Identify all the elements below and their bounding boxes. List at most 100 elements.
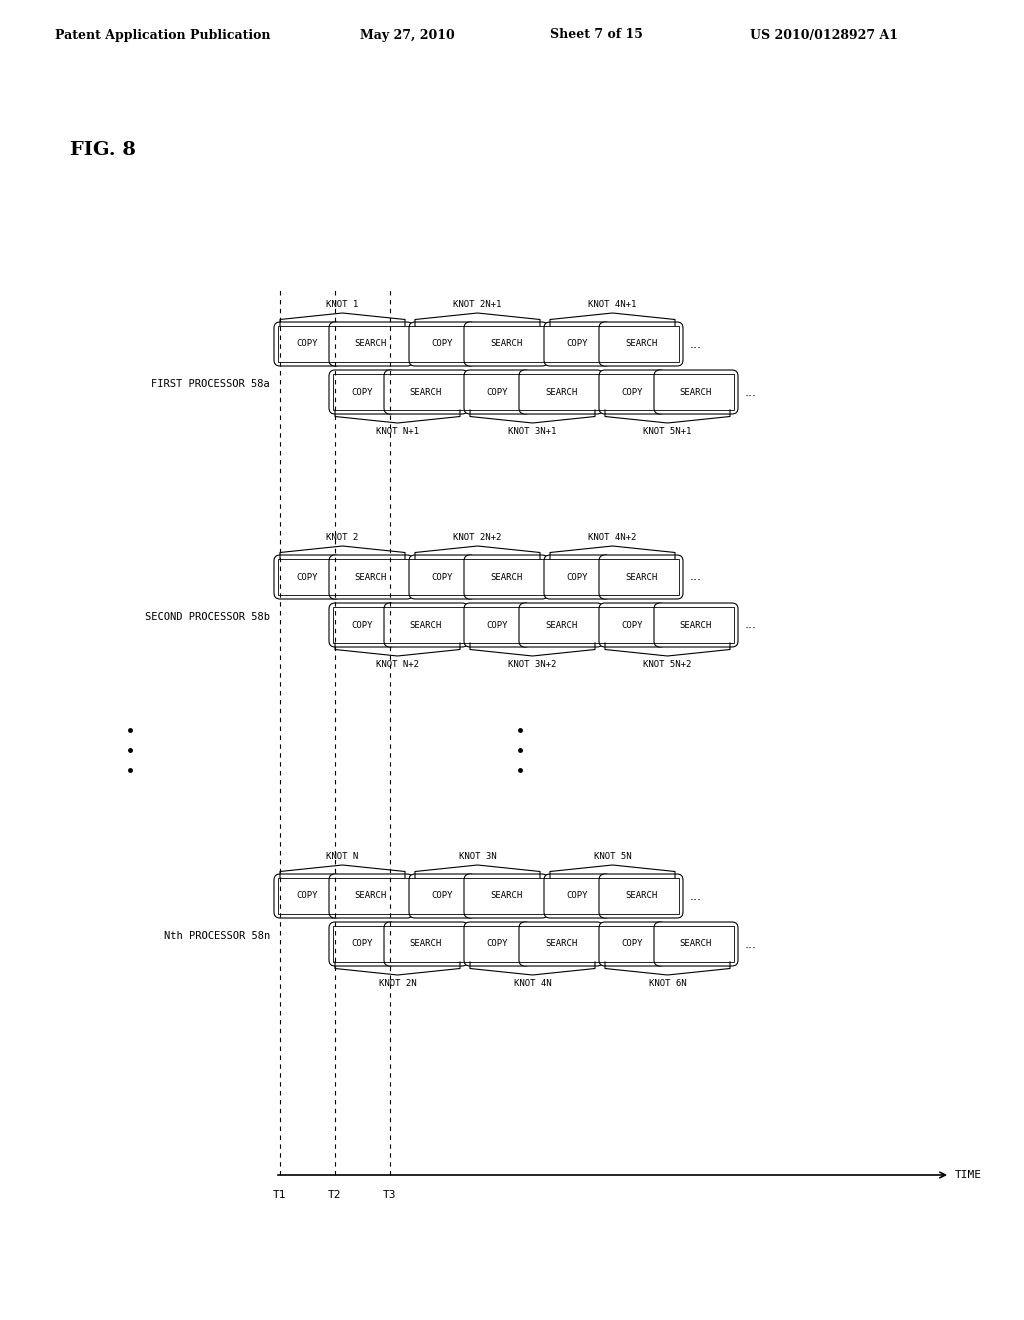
Text: KNOT 4N+1: KNOT 4N+1	[589, 300, 637, 309]
Text: SEARCH: SEARCH	[410, 940, 442, 949]
FancyBboxPatch shape	[464, 322, 548, 366]
Text: KNOT 4N: KNOT 4N	[514, 979, 551, 987]
FancyBboxPatch shape	[274, 874, 341, 917]
Text: SEARCH: SEARCH	[680, 620, 712, 630]
Text: KNOT N: KNOT N	[327, 851, 358, 861]
Text: COPY: COPY	[622, 388, 643, 396]
Text: SEARCH: SEARCH	[355, 339, 387, 348]
Text: SEARCH: SEARCH	[489, 891, 522, 900]
Text: SEARCH: SEARCH	[680, 388, 712, 396]
Text: T3: T3	[383, 1191, 396, 1200]
FancyBboxPatch shape	[409, 554, 476, 599]
Text: T2: T2	[329, 1191, 342, 1200]
Text: COPY: COPY	[432, 573, 454, 582]
Text: SEARCH: SEARCH	[410, 620, 442, 630]
Text: COPY: COPY	[486, 620, 508, 630]
Text: Sheet 7 of 15: Sheet 7 of 15	[550, 29, 643, 41]
FancyBboxPatch shape	[329, 322, 413, 366]
FancyBboxPatch shape	[274, 322, 341, 366]
FancyBboxPatch shape	[329, 921, 396, 966]
Text: KNOT 4N+2: KNOT 4N+2	[589, 533, 637, 543]
Text: KNOT 2N+2: KNOT 2N+2	[454, 533, 502, 543]
Text: COPY: COPY	[622, 940, 643, 949]
FancyBboxPatch shape	[329, 603, 396, 647]
FancyBboxPatch shape	[519, 921, 603, 966]
FancyBboxPatch shape	[329, 370, 396, 414]
Text: COPY: COPY	[566, 573, 588, 582]
Text: SEARCH: SEARCH	[545, 940, 578, 949]
FancyBboxPatch shape	[384, 921, 468, 966]
Text: COPY: COPY	[566, 891, 588, 900]
Text: COPY: COPY	[297, 891, 318, 900]
Text: SEARCH: SEARCH	[625, 339, 657, 348]
FancyBboxPatch shape	[599, 921, 666, 966]
Text: COPY: COPY	[486, 940, 508, 949]
Text: T1: T1	[273, 1191, 287, 1200]
Text: COPY: COPY	[432, 339, 454, 348]
Text: KNOT N+1: KNOT N+1	[376, 426, 419, 436]
FancyBboxPatch shape	[654, 370, 738, 414]
Text: COPY: COPY	[297, 573, 318, 582]
Text: ...: ...	[690, 570, 702, 583]
Text: COPY: COPY	[297, 339, 318, 348]
FancyBboxPatch shape	[519, 603, 603, 647]
FancyBboxPatch shape	[274, 554, 341, 599]
FancyBboxPatch shape	[409, 322, 476, 366]
Text: COPY: COPY	[432, 891, 454, 900]
Text: COPY: COPY	[352, 620, 374, 630]
Text: ...: ...	[745, 937, 757, 950]
FancyBboxPatch shape	[329, 874, 413, 917]
Text: KNOT 2N+1: KNOT 2N+1	[454, 300, 502, 309]
FancyBboxPatch shape	[599, 603, 666, 647]
FancyBboxPatch shape	[544, 554, 611, 599]
Text: SEARCH: SEARCH	[625, 573, 657, 582]
Text: KNOT 5N: KNOT 5N	[594, 851, 632, 861]
Text: FIG. 8: FIG. 8	[70, 141, 136, 158]
Text: KNOT 5N+2: KNOT 5N+2	[643, 660, 691, 669]
FancyBboxPatch shape	[544, 322, 611, 366]
Text: KNOT 3N+2: KNOT 3N+2	[508, 660, 557, 669]
Text: COPY: COPY	[622, 620, 643, 630]
Text: SEARCH: SEARCH	[489, 573, 522, 582]
FancyBboxPatch shape	[599, 554, 683, 599]
FancyBboxPatch shape	[519, 370, 603, 414]
Text: COPY: COPY	[566, 339, 588, 348]
Text: COPY: COPY	[486, 388, 508, 396]
Text: SEARCH: SEARCH	[545, 620, 578, 630]
FancyBboxPatch shape	[654, 921, 738, 966]
Text: SEARCH: SEARCH	[545, 388, 578, 396]
FancyBboxPatch shape	[599, 874, 683, 917]
Text: COPY: COPY	[352, 940, 374, 949]
Text: May 27, 2010: May 27, 2010	[360, 29, 455, 41]
Text: KNOT 2: KNOT 2	[327, 533, 358, 543]
FancyBboxPatch shape	[599, 322, 683, 366]
Text: SEARCH: SEARCH	[625, 891, 657, 900]
FancyBboxPatch shape	[384, 603, 468, 647]
Text: KNOT 2N: KNOT 2N	[379, 979, 417, 987]
Text: ...: ...	[745, 385, 757, 399]
FancyBboxPatch shape	[464, 370, 531, 414]
Text: SEARCH: SEARCH	[680, 940, 712, 949]
Text: SEARCH: SEARCH	[489, 339, 522, 348]
Text: KNOT 6N: KNOT 6N	[648, 979, 686, 987]
Text: SEARCH: SEARCH	[410, 388, 442, 396]
FancyBboxPatch shape	[464, 554, 548, 599]
FancyBboxPatch shape	[384, 370, 468, 414]
FancyBboxPatch shape	[544, 874, 611, 917]
Text: TIME: TIME	[955, 1170, 982, 1180]
Text: KNOT 1: KNOT 1	[327, 300, 358, 309]
Text: Patent Application Publication: Patent Application Publication	[55, 29, 270, 41]
FancyBboxPatch shape	[464, 921, 531, 966]
Text: KNOT 3N: KNOT 3N	[459, 851, 497, 861]
FancyBboxPatch shape	[654, 603, 738, 647]
Text: SEARCH: SEARCH	[355, 891, 387, 900]
Text: SEARCH: SEARCH	[355, 573, 387, 582]
FancyBboxPatch shape	[329, 554, 413, 599]
Text: COPY: COPY	[352, 388, 374, 396]
FancyBboxPatch shape	[464, 603, 531, 647]
Text: Nth PROCESSOR 58n: Nth PROCESSOR 58n	[164, 931, 270, 941]
Text: FIRST PROCESSOR 58a: FIRST PROCESSOR 58a	[152, 379, 270, 389]
Text: ...: ...	[690, 890, 702, 903]
FancyBboxPatch shape	[409, 874, 476, 917]
Text: KNOT 3N+1: KNOT 3N+1	[508, 426, 557, 436]
